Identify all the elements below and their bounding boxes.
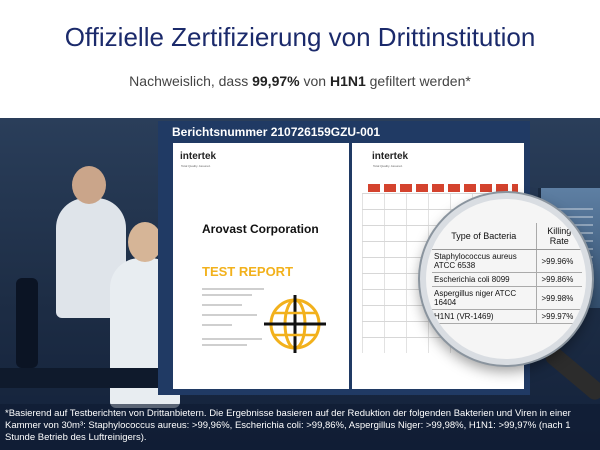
page-subtitle: Nachweislich, dass 99,97% von H1N1 gefil… (0, 73, 600, 89)
magnifier-lens: Type of Bacteria Killing Rate Staphyloco… (420, 193, 592, 365)
report-cover-page (173, 143, 349, 389)
subtitle-part-1: Nachweislich, dass (129, 73, 253, 89)
killing-rate: >99.98% (535, 286, 582, 310)
text-line (202, 338, 262, 340)
column-header-bacteria: Type of Bacteria (432, 223, 536, 250)
footnote-text: *Basierend auf Testberichten von Drittan… (5, 408, 571, 443)
killing-rate-table: Type of Bacteria Killing Rate Staphyloco… (432, 223, 582, 324)
subtitle-virus: H1N1 (329, 73, 366, 89)
table-row: H1N1 (VR-1469) >99.97% (432, 309, 582, 324)
scientist-head (128, 222, 162, 262)
footnote-band (0, 404, 600, 450)
page-title: Offizielle Zertifizierung von Drittinsti… (64, 22, 536, 52)
text-line (202, 314, 257, 316)
text-line (202, 288, 264, 290)
scientist-head (72, 166, 106, 204)
killing-rate: >99.97% (535, 309, 582, 324)
lab-photo: Berichtsnummer 210726159GZU-001 intertek… (0, 118, 600, 450)
bacteria-name: H1N1 (VR-1469) (432, 309, 536, 324)
subtitle-percentage: 99,97% (252, 73, 300, 89)
text-line (202, 324, 232, 326)
intertek-logo: intertek (180, 151, 217, 162)
intertek-tagline: Total Quality. Assured. (181, 164, 211, 168)
bacteria-name: Escherichia coli 8099 (432, 272, 536, 287)
lab-bench (0, 368, 175, 388)
text-line (202, 344, 247, 346)
text-line (202, 294, 252, 296)
bacteria-name: Staphylococcus aureus ATCC 6538 (432, 249, 536, 273)
table-row: Staphylococcus aureus ATCC 6538 >99.96% (432, 249, 582, 273)
company-name: Arovast Corporation (202, 222, 319, 236)
report-number: Berichtsnummer 210726159GZU-001 (172, 125, 381, 139)
killing-rate: >99.86% (535, 272, 582, 287)
table-row: Escherichia coli 8099 >99.86% (432, 272, 582, 287)
table-row: Aspergillus niger ATCC 16404 >99.98% (432, 286, 582, 310)
intertek-logo: intertek (372, 151, 409, 162)
table-header-row (368, 184, 518, 192)
subtitle-part-2: von (299, 73, 330, 89)
bacteria-name: Aspergillus niger ATCC 16404 (432, 286, 536, 310)
globe-icon (264, 295, 326, 353)
test-report-title: TEST REPORT (202, 264, 294, 279)
column-header-rate: Killing Rate (535, 223, 582, 250)
magnifier-handle (542, 344, 600, 403)
text-line (202, 304, 242, 306)
killing-rate: >99.96% (535, 249, 582, 273)
table-header: Type of Bacteria Killing Rate (432, 223, 582, 250)
subtitle-part-3: gefiltert werden* (365, 73, 471, 89)
intertek-tagline: Total Quality. Assured. (373, 164, 403, 168)
microscope-icon (16, 278, 38, 368)
